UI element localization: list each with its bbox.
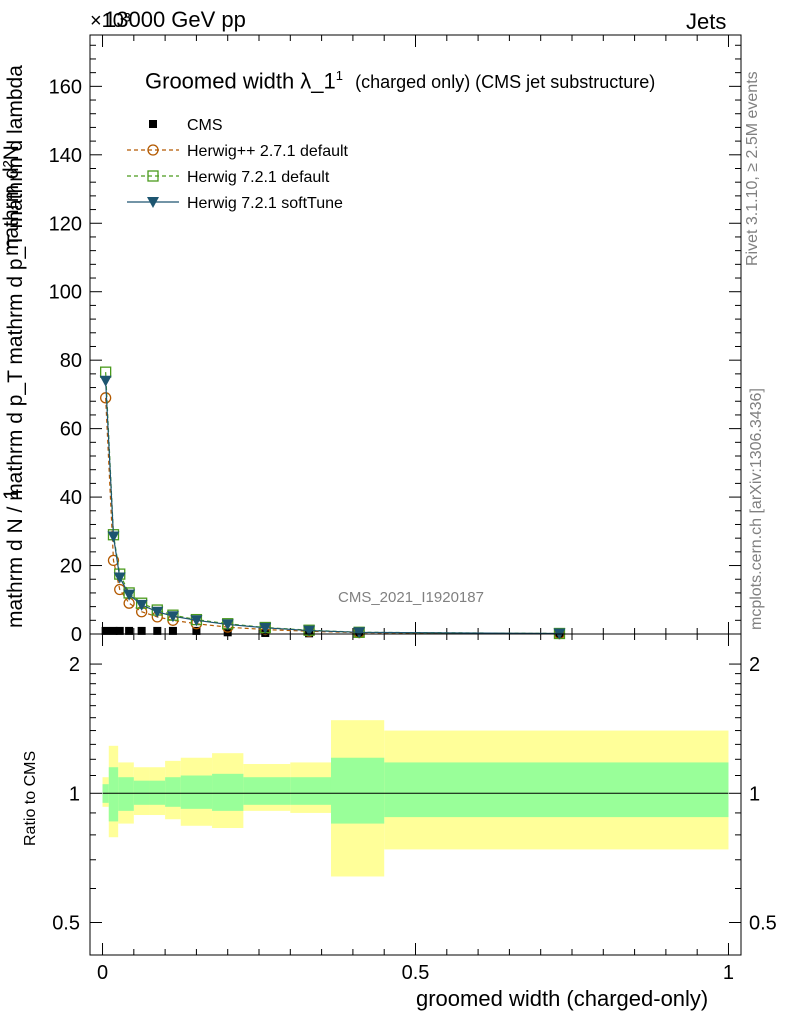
y-axis-label-ratio: Ratio to CMS <box>22 750 39 846</box>
title-main: Groomed width λ_1 <box>145 68 336 94</box>
ratio-y-tick-label: 2 <box>69 654 80 676</box>
y-tick-label: 40 <box>60 487 82 509</box>
rivet-label: Rivet 3.1.10, ≥ 2.5M events <box>744 71 761 266</box>
data-point <box>101 626 110 635</box>
data-point <box>221 619 234 631</box>
mcplots-label: mcplots.cern.ch [arXiv:1306.3436] <box>748 388 765 630</box>
data-point <box>135 599 148 611</box>
legend-entry: Herwig 7.2.1 default <box>127 169 330 186</box>
series-3 <box>99 375 566 640</box>
data-point <box>99 392 112 404</box>
ratio-band-stat <box>180 775 213 809</box>
legend-marker <box>147 197 159 208</box>
y-tick-label: 140 <box>49 145 82 167</box>
plot-title: Groomed width λ_11 (charged only) (CMS j… <box>145 68 655 94</box>
data-point <box>109 626 118 635</box>
ratio-band-stat <box>212 773 244 811</box>
data-point <box>168 626 177 635</box>
legend-label: Herwig++ 2.7.1 default <box>187 143 349 160</box>
ratio-band-stat <box>118 777 134 811</box>
ratio-y-tick-label: 1 <box>69 783 80 805</box>
y-tick-label: 80 <box>60 350 82 372</box>
main-panel: 0 20 40 60 80 100 120 140 160 <box>49 34 742 646</box>
y-tick-label: 160 <box>49 76 82 98</box>
data-point <box>153 626 162 635</box>
data-point <box>115 626 124 635</box>
ratio-panel: 0 0.5 1 0.5 0.5 1 1 2 2 <box>52 633 777 984</box>
watermark: CMS_2021_I1920187 <box>338 589 484 606</box>
legend-label: CMS <box>187 117 223 134</box>
x-tick-label: 0.5 <box>402 962 430 984</box>
ratio-y-tick-label-right: 2 <box>749 654 760 676</box>
legend-marker <box>149 120 157 128</box>
ratio-y-tick-label: 0.5 <box>52 912 80 934</box>
ratio-band-stat <box>165 777 181 807</box>
data-point <box>107 531 120 543</box>
ratio-band-stat <box>330 757 385 824</box>
series-line <box>105 380 560 635</box>
data-point <box>123 589 136 601</box>
data-point <box>166 611 179 623</box>
legend-entry: Herwig 7.2.1 softTune <box>127 195 343 212</box>
data-point <box>113 572 126 584</box>
x-tick-label: 1 <box>723 962 734 984</box>
series-line <box>105 372 560 635</box>
data-point <box>303 625 316 637</box>
series-line <box>105 397 560 635</box>
legend-label: Herwig 7.2.1 softTune <box>187 195 343 212</box>
y-tick-label: 100 <box>49 282 82 304</box>
legend-marker <box>147 170 159 182</box>
y-tick-label: 20 <box>60 556 82 578</box>
title-superscript: 1 <box>335 68 343 83</box>
title-suffix: (charged only) (CMS jet substructure) <box>355 72 656 93</box>
data-point <box>107 554 120 567</box>
y-axis-label-top: mathrm d²N <box>0 145 23 256</box>
energy-label: 13000 GeV pp <box>104 7 246 32</box>
data-point <box>151 606 164 618</box>
ratio-band-stat <box>384 762 729 818</box>
data-point <box>125 626 134 635</box>
ratio-y-tick-label-right: 1 <box>749 783 760 805</box>
process-label: Jets <box>686 9 727 34</box>
series-2 <box>99 366 566 640</box>
x-axis-label: groomed width (charged-only) <box>416 986 709 1011</box>
data-point <box>99 375 112 387</box>
exponent-label: ×10³ <box>90 10 131 32</box>
legend: CMS Herwig++ 2.7.1 default Herwig 7.2.1 de… <box>127 117 349 212</box>
legend-entry: Herwig++ 2.7.1 default <box>127 143 349 160</box>
data-point <box>137 626 146 635</box>
legend-label: Herwig 7.2.1 default <box>187 169 330 186</box>
y-axis-label-numerator: 1 <box>0 488 23 500</box>
legend-marker <box>147 144 159 156</box>
ratio-band-stat <box>243 777 291 805</box>
series-1 <box>99 392 566 640</box>
data-point <box>259 622 272 634</box>
y-tick-label: 0 <box>71 624 82 646</box>
data-point <box>190 615 203 627</box>
ratio-band-stat <box>149 780 166 805</box>
data-point <box>353 627 366 639</box>
ratio-band-stat <box>133 780 150 805</box>
y-tick-label: 60 <box>60 419 82 441</box>
ratio-y-tick-label-right: 0.5 <box>749 912 777 934</box>
y-tick-label: 120 <box>49 213 82 235</box>
ratio-band-stat <box>290 777 331 805</box>
data-point <box>192 626 201 635</box>
ratio-band-stat <box>108 767 119 822</box>
x-tick-label: 0 <box>97 962 108 984</box>
legend-entry: CMS <box>149 117 223 134</box>
